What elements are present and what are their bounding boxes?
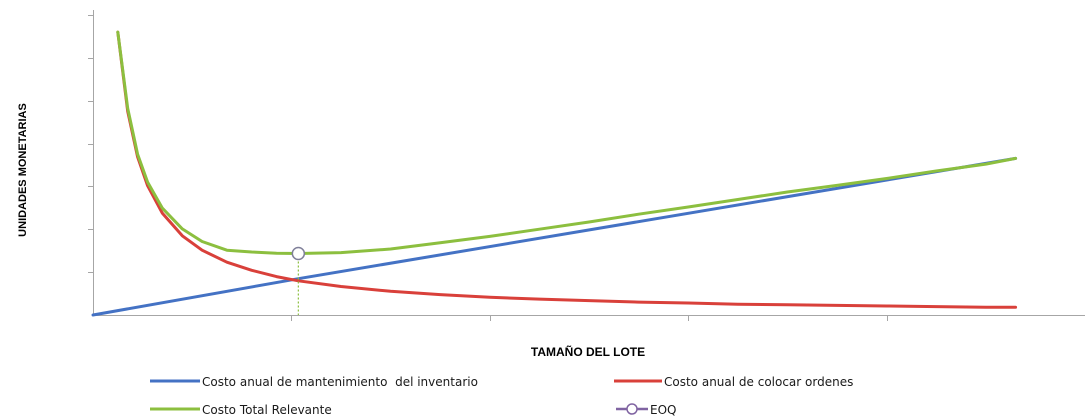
series-group	[91, 30, 1018, 317]
legend-item-total: Costo Total Relevante	[150, 403, 332, 417]
legend-label-total: Costo Total Relevante	[202, 403, 332, 417]
axis-ticks	[88, 15, 888, 321]
legend-item-mantenimiento: Costo anual de mantenimiento del inventa…	[150, 375, 478, 389]
legend-label-eoq: EOQ	[650, 403, 676, 417]
series-line-mantenimiento	[91, 156, 1018, 317]
eoq-marker	[291, 246, 306, 261]
x-axis-label: TAMAÑO DEL LOTE	[531, 344, 645, 359]
series-line-total	[116, 30, 1018, 255]
y-axis-label: UNIDADES MONETARIAS	[17, 103, 29, 237]
legend-marker-eoq	[626, 403, 638, 415]
legend-label-ordenes: Costo anual de colocar ordenes	[664, 375, 853, 389]
annotation-group	[291, 246, 306, 315]
legend: Costo anual de mantenimiento del inventa…	[150, 375, 853, 417]
legend-label-mantenimiento: Costo anual de mantenimiento del inventa…	[202, 375, 478, 389]
series-line-ordenes	[116, 30, 1018, 309]
legend-item-ordenes: Costo anual de colocar ordenes	[614, 375, 853, 389]
legend-item-eoq: EOQ	[616, 403, 676, 417]
